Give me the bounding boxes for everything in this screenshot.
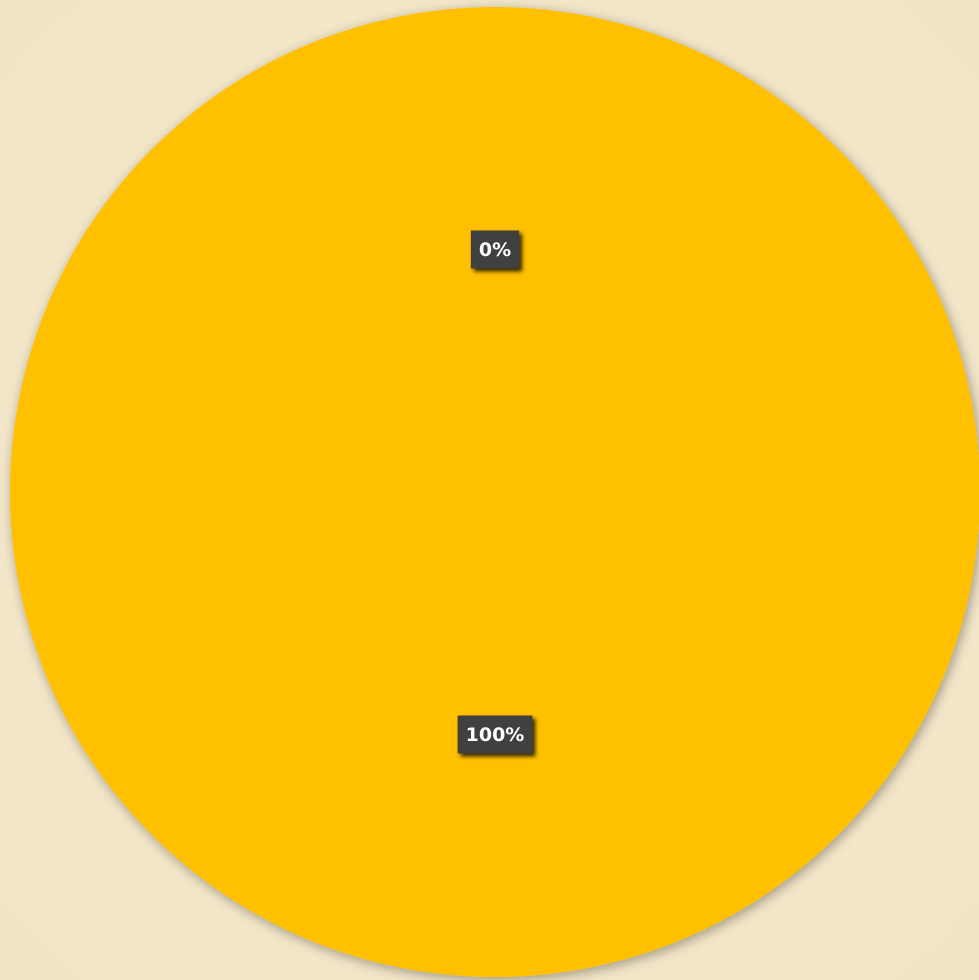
label-box <box>457 715 533 754</box>
pie-slice <box>10 7 979 977</box>
pie <box>10 7 979 977</box>
data-label: 100% <box>457 715 533 754</box>
data-label-text: 100% <box>466 724 525 746</box>
label-box <box>470 230 520 269</box>
data-label: 0% <box>470 230 520 269</box>
data-labels: 0% 100% <box>457 230 533 754</box>
data-label-text: 0% <box>479 239 511 261</box>
